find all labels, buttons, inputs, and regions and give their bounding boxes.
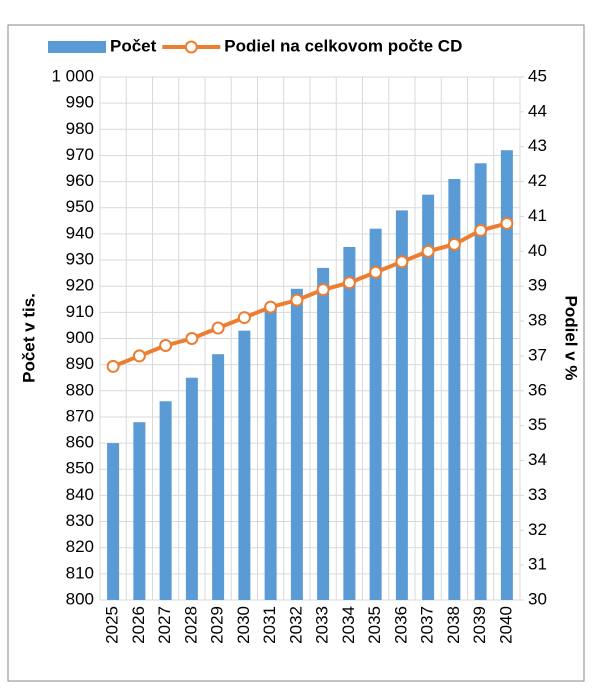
y2-tick-label: 44 (528, 101, 547, 120)
y-tick-label: 810 (66, 563, 94, 582)
x-tick-label: 2025 (103, 606, 122, 644)
y-tick-label: 900 (66, 328, 94, 347)
y-tick-label: 990 (66, 93, 94, 112)
x-tick-label: 2040 (496, 606, 515, 644)
y-tick-label: 860 (66, 433, 94, 452)
x-tick-label: 2033 (313, 606, 332, 644)
y2-tick-label: 42 (528, 171, 547, 190)
bar (238, 330, 251, 600)
y-tick-label: 950 (66, 197, 94, 216)
line-marker (106, 359, 120, 373)
y2-tick-label: 31 (528, 555, 547, 574)
bar (343, 246, 356, 600)
bar (395, 210, 408, 601)
y2-tick-label: 32 (528, 520, 547, 539)
bar (290, 288, 303, 600)
y-tick-label: 890 (66, 354, 94, 373)
bar (212, 354, 225, 600)
y2-tick-label: 34 (528, 450, 547, 469)
y2-tick-label: 30 (528, 589, 547, 608)
y-axis-label: Počet v tis. (19, 293, 38, 383)
y-tick-label: 920 (66, 276, 94, 295)
x-tick-label: 2029 (208, 606, 227, 644)
y-tick-label: 910 (66, 302, 94, 321)
y2-tick-label: 33 (528, 485, 547, 504)
x-tick-label: 2035 (365, 606, 384, 644)
line-marker (316, 283, 330, 297)
y2-tick-label: 39 (528, 276, 547, 295)
bar (185, 377, 198, 600)
y2-tick-label: 40 (528, 241, 547, 260)
legend-label: Počet (110, 36, 157, 55)
y-tick-label: 820 (66, 537, 94, 556)
bar (133, 422, 146, 600)
line-marker (447, 237, 461, 251)
y2-tick-label: 41 (528, 206, 547, 225)
bar (317, 267, 330, 600)
x-tick-label: 2030 (234, 606, 253, 644)
y2-tick-label: 43 (528, 136, 547, 155)
y-tick-label: 870 (66, 406, 94, 425)
line (112, 221, 508, 369)
line-marker (132, 349, 146, 363)
bar (474, 163, 487, 601)
line-marker (290, 293, 304, 307)
y-tick-label: 1 000 (51, 66, 94, 85)
y-tick-label: 830 (66, 511, 94, 530)
line-marker (264, 300, 278, 314)
y-tick-label: 840 (66, 485, 94, 504)
line-marker (342, 276, 356, 290)
y-tick-label: 970 (66, 145, 94, 164)
y2-tick-label: 45 (528, 66, 547, 85)
y2-tick-label: 36 (528, 380, 547, 399)
y-tick-label: 940 (66, 223, 94, 242)
x-tick-label: 2038 (444, 606, 463, 644)
line-marker (369, 265, 383, 279)
line-marker (211, 321, 225, 335)
x-tick-label: 2028 (181, 606, 200, 644)
bar (448, 178, 461, 601)
legend-marker (184, 40, 198, 54)
y2-tick-label: 37 (528, 345, 547, 364)
line-marker (185, 332, 199, 345)
x-tick-label: 2039 (470, 606, 489, 644)
bar (107, 443, 120, 600)
legend-label: Podiel na celkovom počte CD (224, 36, 462, 55)
x-tick-label: 2026 (129, 606, 148, 644)
x-tick-label: 2036 (391, 606, 410, 644)
line-marker (395, 255, 409, 269)
x-tick-label: 2027 (155, 606, 174, 644)
line-marker (421, 244, 435, 258)
line-marker (474, 223, 488, 237)
bar (369, 228, 382, 601)
y2-tick-label: 38 (528, 311, 547, 330)
bar (500, 150, 513, 600)
y2-axis-label: Podiel v % (562, 295, 581, 380)
y-tick-label: 930 (66, 250, 94, 269)
y2-tick-label: 35 (528, 415, 547, 434)
line-marker (159, 338, 173, 352)
x-tick-label: 2034 (339, 606, 358, 644)
x-tick-label: 2032 (286, 606, 305, 644)
line-marker (237, 311, 251, 325)
x-tick-label: 2037 (418, 606, 437, 644)
y-tick-label: 960 (66, 171, 94, 190)
legend-swatch (48, 41, 106, 53)
y-tick-label: 850 (66, 459, 94, 478)
x-tick-label: 2031 (260, 606, 279, 644)
line-marker (500, 216, 514, 230)
y-tick-label: 880 (66, 380, 94, 399)
bar (422, 194, 435, 601)
bar (159, 401, 172, 600)
bar (264, 309, 277, 600)
y-tick-label: 980 (66, 119, 94, 138)
y-tick-label: 800 (66, 589, 94, 608)
